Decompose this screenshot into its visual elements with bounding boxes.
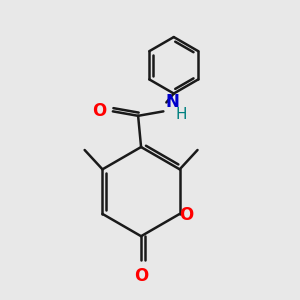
Text: N: N bbox=[166, 93, 180, 111]
Text: O: O bbox=[134, 266, 148, 284]
Text: O: O bbox=[179, 206, 194, 224]
Text: H: H bbox=[176, 107, 187, 122]
Text: O: O bbox=[92, 102, 106, 120]
